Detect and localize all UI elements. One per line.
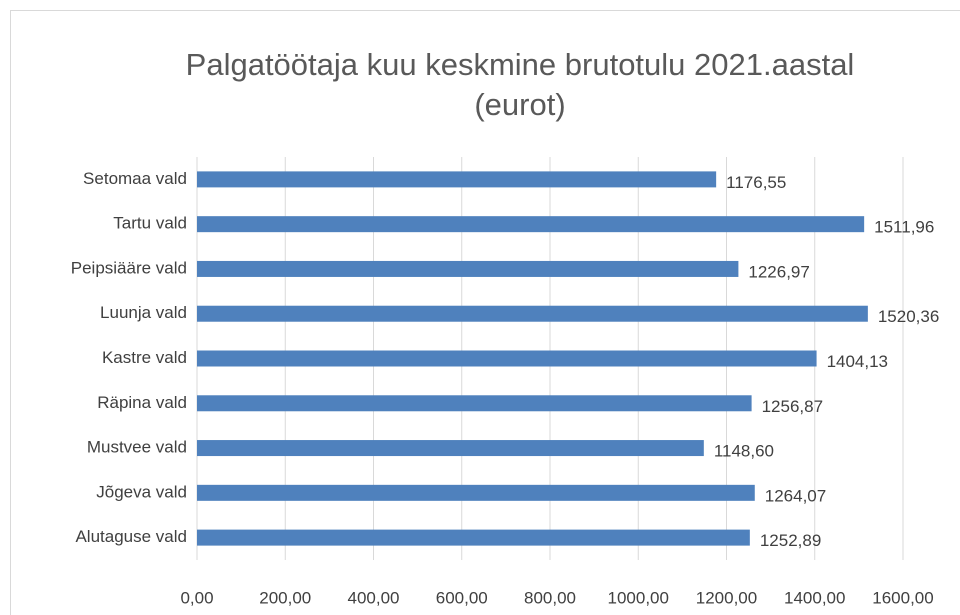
value-label: 1256,87: [762, 397, 823, 416]
value-label: 1264,07: [765, 486, 826, 505]
value-label: 1511,96: [874, 218, 934, 237]
y-tick-label: Mustvee vald: [87, 438, 187, 457]
bar: [197, 260, 739, 277]
y-tick-label: Setomaa vald: [83, 169, 187, 188]
chart-title: Palgatöötaja kuu keskmine brutotulu 2021…: [185, 47, 855, 122]
bar: [197, 440, 704, 457]
bar: [197, 395, 752, 412]
bar: [197, 350, 817, 367]
y-tick-label: Peipsiääre vald: [71, 258, 187, 277]
x-tick-label: 0,00: [180, 588, 213, 607]
y-tick-label: Luunja vald: [100, 303, 187, 322]
x-tick-label: 1400,00: [784, 588, 845, 607]
x-tick-label: 1600,00: [872, 588, 933, 607]
x-tick-label: 200,00: [259, 588, 311, 607]
value-label: 1176,55: [726, 173, 786, 192]
x-tick-label: 800,00: [524, 588, 576, 607]
x-tick-label: 1200,00: [696, 588, 757, 607]
bar: [197, 529, 750, 546]
chart-border: [10, 10, 960, 615]
value-label: 1520,36: [878, 307, 939, 326]
bar: [197, 216, 865, 233]
y-tick-label: Kastre vald: [102, 348, 187, 367]
y-tick-label: Jõgeva vald: [96, 482, 187, 501]
value-label: 1404,13: [827, 352, 888, 371]
bar: [197, 484, 755, 501]
x-tick-label: 1000,00: [608, 588, 669, 607]
y-tick-label: Räpina vald: [97, 393, 187, 412]
x-tick-label: 600,00: [436, 588, 488, 607]
y-tick-label: Alutaguse vald: [75, 527, 187, 546]
value-label: 1148,60: [714, 442, 774, 461]
bar: [197, 171, 717, 188]
y-tick-label: Tartu vald: [113, 214, 187, 233]
x-tick-label: 400,00: [348, 588, 400, 607]
bar: [197, 305, 868, 322]
value-label: 1226,97: [748, 262, 809, 281]
value-label: 1252,89: [760, 531, 821, 550]
